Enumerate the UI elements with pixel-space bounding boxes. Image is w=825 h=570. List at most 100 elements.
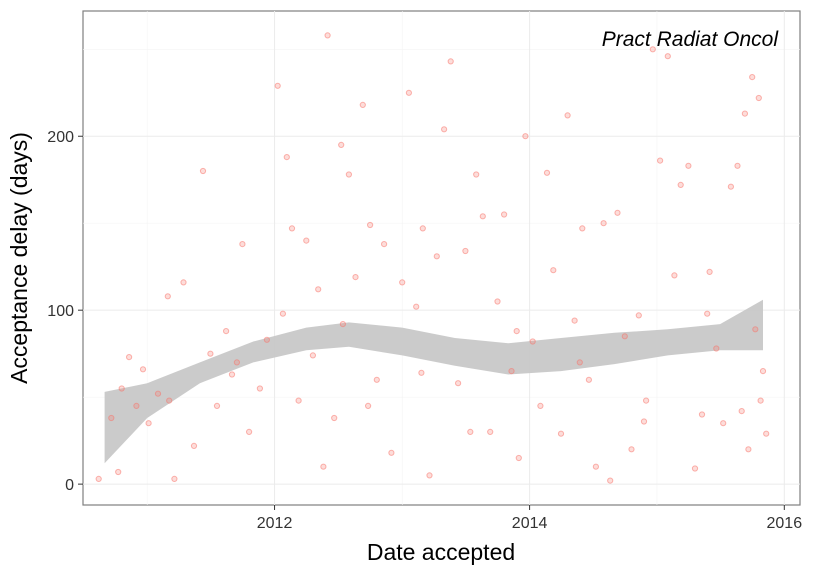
data-point <box>324 32 331 39</box>
data-point <box>190 442 198 449</box>
data-point <box>418 369 425 376</box>
data-point <box>365 402 372 409</box>
data-point <box>207 350 214 357</box>
data-point <box>691 465 699 472</box>
data-point <box>256 385 263 392</box>
data-point <box>738 408 745 415</box>
data-point <box>359 101 366 109</box>
data-point <box>759 368 767 375</box>
data-point <box>677 181 684 188</box>
x-tick-label: 2016 <box>767 515 803 532</box>
data-point <box>95 475 102 482</box>
data-point <box>303 237 310 244</box>
data-point <box>352 274 359 281</box>
data-point <box>543 169 551 176</box>
data-point <box>757 397 764 404</box>
data-point <box>704 310 711 317</box>
data-point <box>426 472 433 479</box>
data-point <box>607 477 614 484</box>
x-axis-title: Date accepted <box>367 539 515 565</box>
data-point <box>576 359 583 366</box>
data-point <box>180 279 187 286</box>
data-point <box>749 74 756 81</box>
data-point <box>367 221 374 229</box>
y-axis-title: Acceptance delay (days) <box>6 132 32 384</box>
data-point <box>720 420 727 427</box>
data-point <box>600 220 607 227</box>
data-point <box>154 390 162 397</box>
data-point <box>727 183 735 190</box>
data-point <box>513 328 520 335</box>
data-point <box>698 411 706 418</box>
data-point <box>315 286 322 293</box>
data-point <box>621 333 628 340</box>
data-point <box>467 428 474 435</box>
data-point <box>331 414 338 422</box>
data-point <box>455 380 462 387</box>
data-point <box>643 397 650 404</box>
data-point <box>664 53 671 60</box>
data-point <box>550 267 557 274</box>
data-point <box>145 420 152 427</box>
data-point <box>246 428 253 435</box>
data-point <box>706 268 713 275</box>
grid-lines <box>83 11 800 505</box>
data-point <box>295 397 302 404</box>
data-point <box>320 463 327 470</box>
data-point <box>745 446 752 453</box>
chart-annotation: Pract Radiat Oncol <box>602 28 780 51</box>
data-point <box>501 211 508 218</box>
x-tick-label: 2012 <box>257 515 293 532</box>
data-point <box>171 475 178 482</box>
plot-panel <box>82 10 801 506</box>
data-point <box>635 312 642 319</box>
y-axis-ticks: 0 100 200 <box>47 129 83 494</box>
data-point <box>388 449 395 456</box>
data-point <box>338 141 345 148</box>
data-point <box>339 321 346 328</box>
data-point <box>223 328 230 335</box>
data-point <box>118 385 125 392</box>
data-point <box>373 376 380 383</box>
y-tick-label: 0 <box>65 477 74 494</box>
data-point <box>228 371 236 378</box>
y-tick-label: 200 <box>47 129 74 146</box>
data-point <box>487 428 494 435</box>
data-point <box>108 414 115 422</box>
data-point <box>564 112 571 119</box>
data-point <box>557 430 565 437</box>
data-point <box>263 336 270 343</box>
data-point <box>462 247 469 255</box>
data-point <box>441 126 448 133</box>
data-point <box>752 326 759 333</box>
data-point <box>640 418 648 425</box>
data-point <box>508 368 515 375</box>
data-point <box>413 303 420 310</box>
data-points <box>95 32 770 484</box>
data-point <box>479 213 486 220</box>
data-point <box>734 162 741 169</box>
data-point <box>592 463 600 470</box>
data-point <box>133 402 140 409</box>
data-point <box>164 293 171 300</box>
data-point <box>473 171 480 178</box>
data-point <box>233 359 240 366</box>
data-point <box>447 58 454 65</box>
data-point <box>274 82 281 89</box>
data-point <box>515 454 522 462</box>
data-point <box>755 94 762 102</box>
data-point <box>763 430 770 437</box>
data-point <box>585 376 593 383</box>
data-point <box>657 157 664 164</box>
data-point <box>213 402 221 409</box>
data-point <box>628 446 635 453</box>
data-point <box>522 133 529 140</box>
data-point <box>288 225 296 232</box>
data-point <box>283 154 290 161</box>
data-point <box>239 241 246 248</box>
data-point <box>199 167 207 175</box>
data-point <box>309 352 316 359</box>
data-point <box>419 225 426 232</box>
data-point <box>166 397 173 404</box>
